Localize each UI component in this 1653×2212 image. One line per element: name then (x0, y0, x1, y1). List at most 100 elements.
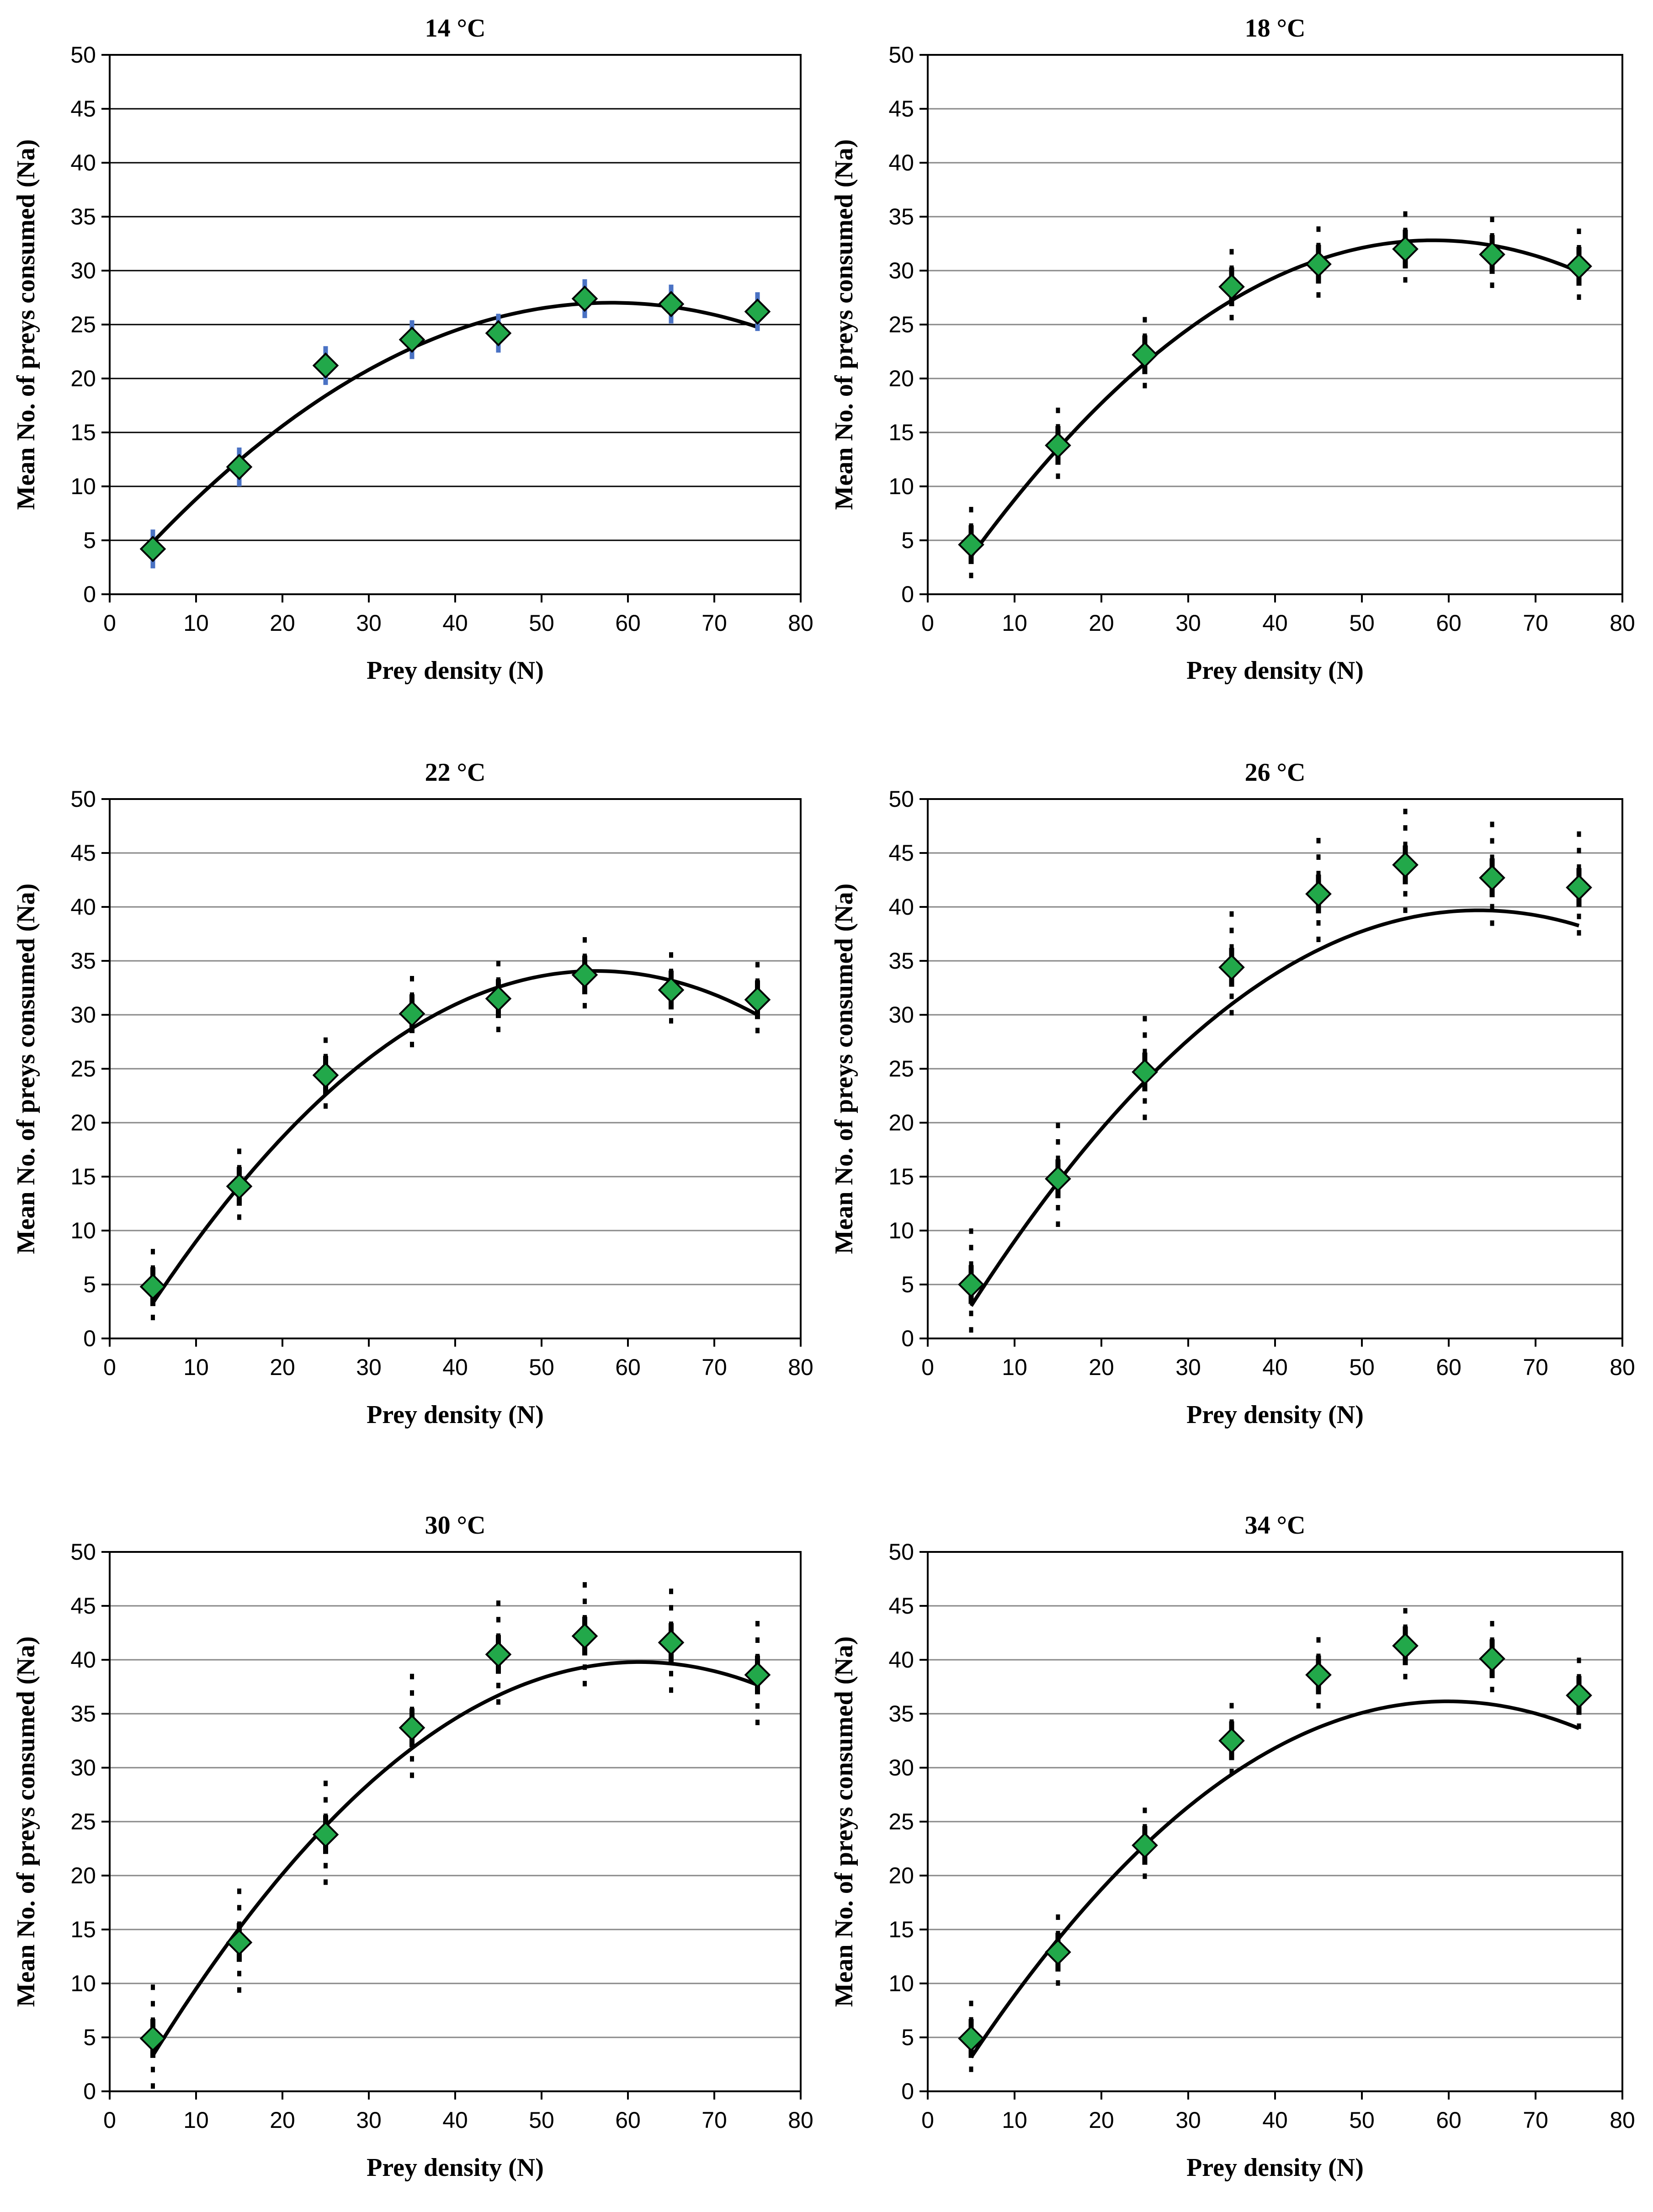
y-tick-label: 20 (70, 1863, 96, 1888)
y-tick-label: 0 (901, 1326, 914, 1351)
y-tick-label: 25 (888, 312, 914, 337)
data-point (1045, 1165, 1071, 1192)
data-point (1305, 251, 1332, 277)
data-point (226, 1173, 253, 1200)
y-tick-label: 10 (70, 1971, 96, 1996)
x-tick-label: 0 (103, 1354, 116, 1380)
x-tick-label: 0 (103, 2107, 116, 2133)
data-point (1392, 852, 1419, 878)
y-tick-label: 40 (888, 150, 914, 176)
data-point (958, 1271, 984, 1298)
x-axis-label: Prey density (N) (1186, 1401, 1364, 1429)
data-point (139, 1273, 166, 1300)
y-tick-label: 10 (70, 474, 96, 499)
x-tick-label: 70 (1523, 1354, 1548, 1380)
y-tick-label: 0 (83, 1326, 96, 1351)
fit-curve (969, 1699, 1580, 2058)
x-tick-label: 30 (1175, 1354, 1201, 1380)
data-point (1218, 273, 1245, 300)
chart-panel-3: 0 5 10 15 20 25 30 35 40 45 50 0 10 20 30 40 50 60 70 80 22 … (12, 758, 813, 1429)
y-tick-label: 5 (901, 528, 914, 553)
x-tick-label: 80 (1610, 610, 1635, 636)
y-tick-label: 20 (70, 366, 96, 391)
x-axis-label: Prey density (N) (367, 656, 544, 685)
x-tick-label: 60 (1436, 2107, 1462, 2133)
panel-title: 30 °C (425, 1511, 486, 1540)
x-tick-label: 0 (921, 610, 934, 636)
y-tick-label: 10 (70, 1218, 96, 1243)
y-tick-label: 10 (888, 474, 914, 499)
data-point (226, 453, 253, 480)
x-tick-label: 70 (1523, 610, 1548, 636)
fit-curve (151, 1660, 758, 2057)
data-point (1305, 1662, 1332, 1688)
x-tick-label: 60 (615, 2107, 641, 2133)
x-axis-label: Prey density (N) (367, 2153, 544, 2182)
y-tick-label: 45 (70, 840, 96, 866)
y-tick-label: 30 (888, 258, 914, 283)
y-tick-label: 25 (70, 1809, 96, 1834)
chart-panel-5: 0 5 10 15 20 25 30 35 40 45 50 0 10 20 30 40 50 60 70 80 30 … (12, 1511, 813, 2182)
y-tick-label: 45 (70, 1593, 96, 1619)
data-point (1479, 864, 1505, 891)
x-tick-label: 50 (1349, 1354, 1375, 1380)
x-tick-label: 70 (702, 1354, 727, 1380)
y-tick-label: 50 (888, 786, 914, 812)
data-point (958, 531, 984, 558)
data-point (1566, 253, 1592, 280)
y-tick-label: 45 (888, 840, 914, 866)
data-point (1479, 1645, 1505, 1672)
y-axis-label: Mean No. of preys consumed (Na) (830, 884, 858, 1254)
chart-panel-2: 0 5 10 15 20 25 30 35 40 45 50 0 10 20 30 40 50 60 70 80 18 … (830, 14, 1635, 685)
y-tick-label: 40 (70, 1647, 96, 1673)
x-axis-label: Prey density (N) (1186, 2153, 1364, 2182)
x-tick-label: 80 (1610, 2107, 1635, 2133)
x-tick-label: 0 (103, 610, 116, 636)
x-tick-label: 50 (529, 610, 554, 636)
y-tick-label: 15 (888, 420, 914, 445)
y-axis-label: Mean No. of preys consumed (Na) (12, 139, 40, 510)
x-tick-label: 40 (1262, 610, 1288, 636)
data-point (1566, 874, 1592, 901)
data-point (658, 976, 685, 1003)
y-tick-label: 40 (70, 150, 96, 176)
x-axis-label: Prey density (N) (367, 1401, 544, 1429)
data-point (312, 1821, 339, 1848)
x-tick-label: 60 (1436, 1354, 1462, 1380)
fit-curve (969, 238, 1580, 558)
y-axis-label: Mean No. of preys consumed (Na) (12, 884, 40, 1254)
x-tick-label: 60 (615, 1354, 641, 1380)
data-point (571, 285, 598, 312)
x-tick-label: 80 (788, 2107, 813, 2133)
y-tick-label: 0 (901, 2079, 914, 2104)
x-tick-label: 20 (1089, 610, 1114, 636)
data-point (1045, 432, 1071, 459)
x-tick-label: 30 (356, 610, 382, 636)
x-tick-label: 50 (529, 2107, 554, 2133)
x-tick-label: 10 (1002, 2107, 1027, 2133)
y-tick-label: 30 (888, 1002, 914, 1028)
x-tick-label: 50 (1349, 610, 1375, 636)
data-point (1218, 1727, 1245, 1754)
x-tick-label: 50 (529, 1354, 554, 1380)
y-tick-label: 40 (888, 1647, 914, 1673)
y-tick-label: 45 (888, 1593, 914, 1619)
y-tick-label: 50 (888, 42, 914, 68)
y-tick-label: 50 (70, 42, 96, 68)
data-point (958, 2025, 984, 2052)
y-tick-label: 30 (70, 1002, 96, 1028)
y-tick-label: 30 (70, 1755, 96, 1780)
data-point (1132, 1059, 1158, 1085)
panel-title: 14 °C (425, 14, 486, 43)
x-tick-label: 10 (183, 610, 209, 636)
data-point (1392, 235, 1419, 262)
data-point (485, 1641, 512, 1668)
x-tick-label: 20 (1089, 1354, 1114, 1380)
x-tick-label: 80 (1610, 1354, 1635, 1380)
panel-title: 34 °C (1245, 1511, 1306, 1540)
data-point (312, 352, 339, 379)
x-tick-label: 10 (183, 1354, 209, 1380)
y-tick-label: 0 (83, 581, 96, 607)
fit-curve (969, 908, 1580, 1307)
data-point (1305, 880, 1332, 907)
